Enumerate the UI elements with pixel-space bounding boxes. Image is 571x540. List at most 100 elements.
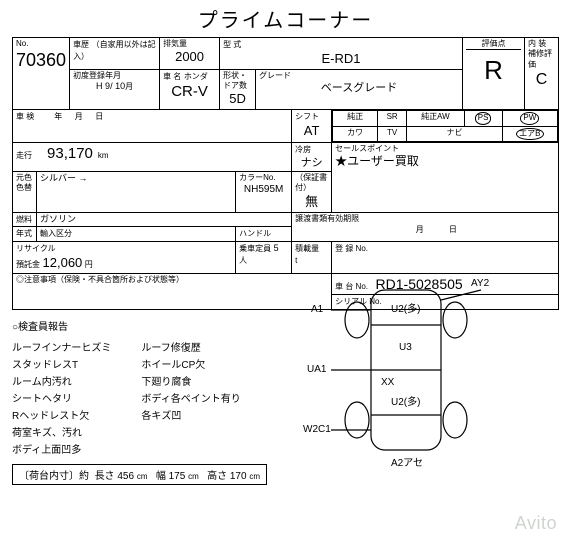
year-label: 年式 [16, 229, 32, 238]
watermark: Avito [515, 513, 557, 534]
history-label: 車歴 [73, 40, 89, 49]
model-name: CR-V [163, 82, 216, 102]
list-item: ホイールCP欠 [141, 356, 240, 371]
list-item: スタッドレスT [12, 356, 111, 371]
disp-value: 2000 [163, 49, 216, 66]
dlabel-u2t2: U2(多) [391, 395, 420, 408]
disp-label: 排気量 [163, 39, 216, 49]
expire-m: 月 [416, 225, 424, 234]
firstreg-era: H [96, 81, 103, 91]
list-item: 各キズ凹 [141, 407, 240, 422]
expire-d: 日 [449, 225, 457, 234]
list-item: ボディ各ペイント有り [141, 390, 240, 405]
page-title: プライムコーナー [12, 4, 559, 33]
colorno-sub: （保証書付） [295, 173, 328, 194]
maker-sub: ホンダ [184, 72, 208, 81]
len-label: 長さ [95, 471, 115, 482]
recycle-value: 12,060 [43, 255, 83, 270]
odo-unit: km [98, 151, 109, 160]
colorno-value: NH595M [239, 183, 288, 196]
report-col1: ルーフインナーヒズミ スタッドレスT ルーム内汚れ シートヘタリ Rヘッドレスト… [12, 337, 111, 458]
recycle-unit: 円 [85, 260, 93, 269]
cap-label: 乗車定員 [239, 244, 271, 253]
list-item: Rヘッドレスト欠 [12, 407, 111, 422]
fuel-label: 燃料 [16, 215, 32, 224]
firstreg-label: 初度登録年月 [73, 71, 156, 81]
opt2-0: カワ [333, 126, 378, 141]
colorno-non: 無 [295, 194, 328, 211]
shaken-d: 日 [95, 112, 103, 121]
color-orig: シルバー [40, 173, 76, 183]
maker-label: 車 名 [163, 72, 181, 81]
opt-4: PW [520, 112, 539, 124]
firstreg-m: 10 [115, 81, 125, 91]
shift-value: AT [295, 123, 328, 140]
list-item: 荷室キズ、汚れ [12, 424, 111, 439]
shift-label: シフト [295, 112, 319, 121]
odo-value: 93,170 [47, 145, 93, 162]
dlabel-ay2: AY2 [471, 278, 490, 289]
unit1: cm [137, 472, 148, 481]
dlabel-a1: A1 [311, 304, 324, 315]
hei-label: 高さ [207, 471, 227, 482]
doors-label: 形状・ドア数 [223, 71, 252, 92]
header-table: No. 70360 車歴 （自家用以外は記入） 排気量 2000 型 式 E-R… [12, 37, 559, 110]
cap-value: 5 [274, 243, 279, 253]
shaken-m: 月 [75, 112, 83, 121]
model-value: E-RD1 [223, 51, 459, 68]
model-label: 型 式 [223, 40, 241, 49]
shaken-label: 車 検 [16, 112, 34, 121]
wid-value: 175 [169, 471, 186, 482]
list-item: ボディ上面凹多 [12, 441, 111, 456]
opt2-2: ナビ [407, 126, 502, 141]
doors-value: 5D [223, 91, 252, 108]
colorno-label: カラーNo. [239, 173, 288, 183]
opt2-1: TV [378, 126, 407, 141]
cap-unit: 人 [239, 256, 247, 265]
ac-value: ナシ [295, 156, 328, 170]
dlabel-u3: U3 [399, 342, 412, 353]
dlabel-u2t1: U2(多) [391, 302, 420, 315]
load-label: 積載量 [295, 244, 319, 253]
car-diagram: A1 AY2 U2(多) U3 UA1 XX U2(多) W2C1 A2アセ [271, 270, 551, 470]
dlabel-a2: A2アセ [391, 457, 423, 469]
load-unit: t [295, 256, 297, 265]
unit3: cm [249, 472, 260, 481]
grade-int-label: 内 装 補修評価 [528, 39, 555, 70]
report-col2: ルーフ修復歴 ホイールCP欠 下廻り腐食 ボディ各ペイント有り 各キズ凹 [141, 337, 240, 458]
dlabel-ua1: UA1 [307, 364, 327, 375]
list-item: 下廻り腐食 [141, 373, 240, 388]
opt-3: PS [475, 112, 492, 124]
dimensions: 〔荷台内寸〕約 長さ 456 cm 幅 175 cm 高さ 170 cm [12, 464, 267, 485]
import-label: 輸入区分 [40, 229, 72, 238]
firstreg-y: 9 [105, 81, 110, 91]
grade-main: R [466, 49, 521, 92]
ac-label: 冷房 [295, 145, 311, 154]
gradepanel-label: 評価点 [466, 39, 521, 49]
handle-label: ハンドル [239, 229, 271, 238]
dlabel-w2c1: W2C1 [303, 424, 331, 435]
unit2: cm [188, 472, 199, 481]
opt-2: 純正AW [407, 111, 464, 126]
color-arrow: → [79, 173, 88, 183]
fuel-value: ガソリン [40, 214, 76, 224]
opt-0: 純正 [333, 111, 378, 126]
list-item: ルーム内汚れ [12, 373, 111, 388]
no-label: No. [16, 39, 66, 49]
grade-value: ベースグレード [259, 81, 459, 95]
dims-label: 〔荷台内寸〕約 [19, 471, 89, 482]
list-item: シートヘタリ [12, 390, 111, 405]
no-value: 70360 [16, 49, 66, 72]
dlabel-xx: XX [381, 377, 395, 388]
reg-label: 登 録 No. [335, 244, 368, 253]
odo-label: 走行 [16, 151, 32, 160]
shaken-y: 年 [54, 112, 62, 121]
opt-1: SR [378, 111, 407, 126]
grade-label: グレード [259, 71, 459, 81]
sales-value: ★ユーザー買取 [335, 154, 555, 170]
hei-value: 170 [230, 471, 247, 482]
expire-label: 譲渡書類有効期限 [295, 214, 555, 224]
list-item: ルーフインナーヒズミ [12, 339, 111, 354]
opt2-3: エアB [516, 128, 543, 140]
grade-int: C [528, 70, 555, 91]
